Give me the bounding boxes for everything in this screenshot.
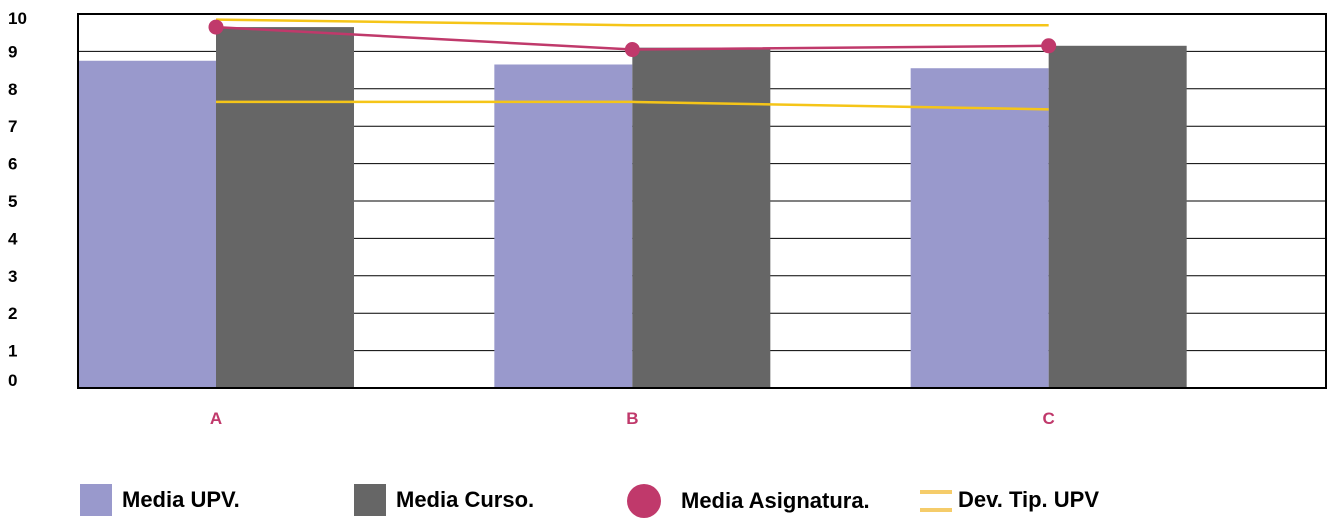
y-tick-label: 1 xyxy=(8,342,17,361)
media-asignatura-point-b xyxy=(624,42,640,58)
dev-tip-upper-line xyxy=(215,18,1049,27)
bars xyxy=(78,27,1187,389)
media-asignatura-point-c xyxy=(1041,38,1057,54)
x-tick-label-c: C xyxy=(1043,409,1055,428)
dev-tip-lower-line xyxy=(216,100,1049,111)
y-tick-label: 6 xyxy=(8,155,17,174)
y-tick-label: 5 xyxy=(8,192,17,211)
y-tick-label: 3 xyxy=(8,267,17,286)
bar-media-curso-b xyxy=(632,47,771,388)
bar-media-curso-c xyxy=(1048,45,1187,388)
bar-media-upv-b xyxy=(494,64,633,389)
plot-frame xyxy=(77,13,1327,389)
bar-media-upv-c xyxy=(910,68,1049,388)
bar-media-curso-a xyxy=(216,27,354,389)
media-asignatura-point-a xyxy=(208,19,224,35)
deviation-lines xyxy=(215,18,1049,111)
y-tick-label: 7 xyxy=(8,117,17,136)
y-tick-label: 0 xyxy=(8,371,17,390)
plot-border xyxy=(77,13,1327,389)
y-tick-label: 4 xyxy=(8,229,18,248)
y-tick-label: 10 xyxy=(8,9,27,28)
y-tick-label: 2 xyxy=(8,304,17,323)
x-tick-label-b: B xyxy=(626,409,638,428)
x-tick-label-a: A xyxy=(210,409,222,428)
y-axis-ticks: 0 1 2 3 4 5 6 7 8 9 10 xyxy=(8,9,27,390)
x-axis-ticks: A B C xyxy=(210,409,1055,428)
media-asignatura-line xyxy=(208,19,1057,58)
y-tick-label: 8 xyxy=(8,80,17,99)
y-tick-label: 9 xyxy=(8,42,17,61)
bar-media-upv-a xyxy=(78,60,216,388)
